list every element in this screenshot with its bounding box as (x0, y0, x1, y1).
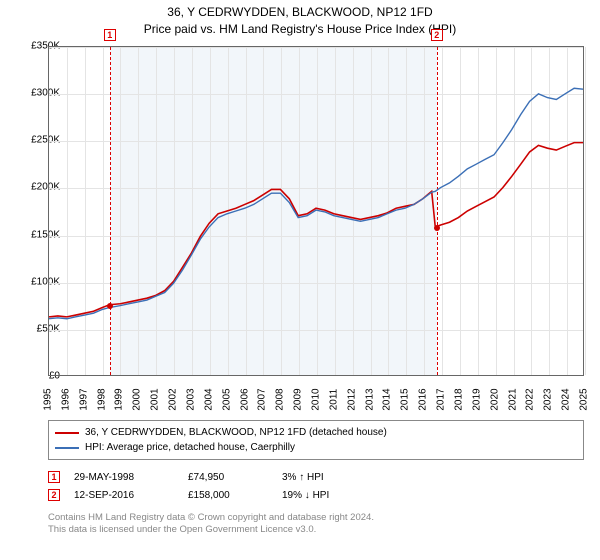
legend-row: HPI: Average price, detached house, Caer… (55, 440, 577, 455)
x-tick-label: 2004 (203, 388, 214, 410)
x-tick-label: 2015 (400, 388, 411, 410)
x-tick-label: 2018 (453, 388, 464, 410)
x-tick-label: 2025 (579, 388, 590, 410)
table-row: 2 12-SEP-2016 £158,000 19% ↓ HPI (48, 486, 584, 504)
legend-swatch (55, 432, 79, 434)
series-dot (107, 303, 113, 309)
chart-lines (49, 47, 583, 375)
x-tick-label: 2014 (382, 388, 393, 410)
x-tick-label: 2022 (525, 388, 536, 410)
footer-line: This data is licensed under the Open Gov… (48, 524, 584, 536)
series-dot (434, 225, 440, 231)
x-tick-label: 2008 (275, 388, 286, 410)
legend-swatch (55, 447, 79, 449)
x-tick-label: 2003 (185, 388, 196, 410)
x-tick-label: 2005 (221, 388, 232, 410)
footer-line: Contains HM Land Registry data © Crown c… (48, 512, 584, 524)
sale-pct: 3% ↑ HPI (282, 472, 382, 483)
x-tick-label: 2011 (328, 389, 339, 411)
x-tick-label: 2020 (489, 388, 500, 410)
chart-container: 36, Y CEDRWYDDEN, BLACKWOOD, NP12 1FD Pr… (0, 0, 600, 560)
x-tick-label: 2023 (543, 388, 554, 410)
x-tick-label: 2010 (311, 388, 322, 410)
x-tick-label: 1995 (43, 388, 54, 410)
x-tick-label: 2001 (150, 388, 161, 410)
x-tick-label: 2006 (239, 388, 250, 410)
sales-table: 1 29-MAY-1998 £74,950 3% ↑ HPI 2 12-SEP-… (48, 468, 584, 504)
sale-marker-icon: 1 (48, 471, 60, 483)
title-subtitle: Price paid vs. HM Land Registry's House … (0, 21, 600, 38)
footer: Contains HM Land Registry data © Crown c… (48, 512, 584, 537)
x-tick-label: 1999 (114, 388, 125, 410)
sale-pct: 19% ↓ HPI (282, 490, 382, 501)
table-row: 1 29-MAY-1998 £74,950 3% ↑ HPI (48, 468, 584, 486)
legend-area: 36, Y CEDRWYDDEN, BLACKWOOD, NP12 1FD (d… (48, 420, 584, 537)
legend-label: 36, Y CEDRWYDDEN, BLACKWOOD, NP12 1FD (d… (85, 425, 387, 440)
sale-marker-icon: 2 (48, 489, 60, 501)
title-block: 36, Y CEDRWYDDEN, BLACKWOOD, NP12 1FD Pr… (0, 0, 600, 38)
x-tick-label: 2013 (364, 388, 375, 410)
series-hpi (49, 88, 583, 318)
sale-date: 12-SEP-2016 (74, 490, 174, 501)
x-tick-label: 2021 (507, 388, 518, 410)
x-tick-label: 2019 (471, 388, 482, 410)
x-tick-label: 1997 (78, 388, 89, 410)
chart-area: 12 (48, 46, 584, 376)
legend-box: 36, Y CEDRWYDDEN, BLACKWOOD, NP12 1FD (d… (48, 420, 584, 460)
sale-price: £74,950 (188, 472, 268, 483)
x-tick-label: 1998 (96, 388, 107, 410)
x-tick-label: 2017 (436, 388, 447, 410)
legend-row: 36, Y CEDRWYDDEN, BLACKWOOD, NP12 1FD (d… (55, 425, 577, 440)
x-tick-label: 2002 (168, 388, 179, 410)
x-tick-label: 2009 (293, 388, 304, 410)
x-tick-label: 2007 (257, 388, 268, 410)
x-tick-label: 2012 (346, 388, 357, 410)
x-tick-label: 2016 (418, 388, 429, 410)
marker-box: 2 (431, 29, 443, 41)
sale-price: £158,000 (188, 490, 268, 501)
sale-date: 29-MAY-1998 (74, 472, 174, 483)
legend-label: HPI: Average price, detached house, Caer… (85, 440, 295, 455)
series-price_paid (49, 143, 583, 317)
x-tick-label: 1996 (60, 388, 71, 410)
title-address: 36, Y CEDRWYDDEN, BLACKWOOD, NP12 1FD (0, 4, 600, 21)
x-tick-label: 2024 (561, 388, 572, 410)
marker-box: 1 (104, 29, 116, 41)
x-tick-label: 2000 (132, 388, 143, 410)
